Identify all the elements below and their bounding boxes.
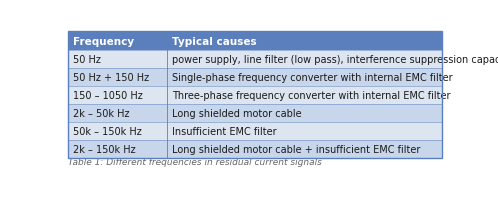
- Text: Typical causes: Typical causes: [172, 36, 256, 46]
- Text: 150 – 1050 Hz: 150 – 1050 Hz: [73, 90, 142, 100]
- Bar: [68, 122, 167, 140]
- Text: Frequency: Frequency: [73, 36, 134, 46]
- Text: power supply, line filter (low pass), interference suppression capacitors: power supply, line filter (low pass), in…: [172, 54, 498, 64]
- Text: 2k – 150k Hz: 2k – 150k Hz: [73, 144, 135, 154]
- Text: Long shielded motor cable + insufficient EMC filter: Long shielded motor cable + insufficient…: [172, 144, 420, 154]
- Text: 50k – 150k Hz: 50k – 150k Hz: [73, 126, 141, 136]
- Text: 50 Hz + 150 Hz: 50 Hz + 150 Hz: [73, 72, 149, 82]
- Bar: [68, 68, 167, 86]
- Text: Table 1: Different frequencies in residual current signals: Table 1: Different frequencies in residu…: [68, 157, 322, 166]
- Text: Three-phase frequency converter with internal EMC filter: Three-phase frequency converter with int…: [172, 90, 450, 100]
- Bar: [167, 122, 442, 140]
- Bar: [68, 86, 167, 104]
- Text: Single-phase frequency converter with internal EMC filter: Single-phase frequency converter with in…: [172, 72, 453, 82]
- Bar: [167, 140, 442, 158]
- Bar: [68, 140, 167, 158]
- Bar: [167, 104, 442, 122]
- Bar: [167, 68, 442, 86]
- Bar: [68, 32, 167, 50]
- Text: 2k – 50k Hz: 2k – 50k Hz: [73, 108, 129, 118]
- Bar: [167, 86, 442, 104]
- Bar: [68, 104, 167, 122]
- Text: Long shielded motor cable: Long shielded motor cable: [172, 108, 301, 118]
- Text: Insufficient EMC filter: Insufficient EMC filter: [172, 126, 276, 136]
- Bar: [68, 32, 442, 158]
- Bar: [68, 50, 167, 68]
- Bar: [167, 32, 442, 50]
- Bar: [167, 50, 442, 68]
- Text: 50 Hz: 50 Hz: [73, 54, 101, 64]
